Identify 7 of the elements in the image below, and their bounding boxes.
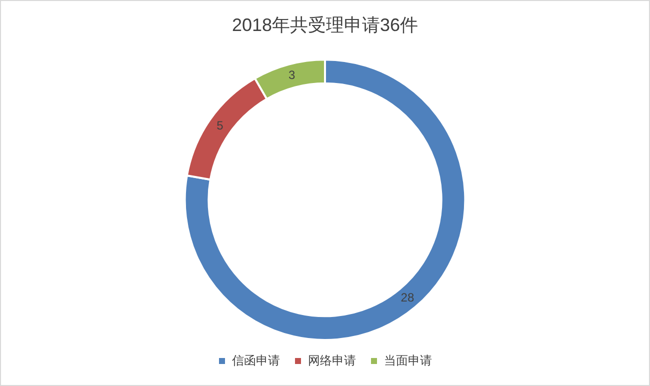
legend-label: 信函申请 (232, 353, 280, 368)
data-label: 5 (216, 118, 224, 133)
data-label: 28 (400, 290, 414, 304)
chart-title: 2018年共受理申请36件 (232, 14, 418, 35)
legend-label: 当面申请 (384, 353, 432, 368)
data-label: 3 (288, 68, 296, 82)
legend-label: 网络申请 (308, 353, 356, 368)
